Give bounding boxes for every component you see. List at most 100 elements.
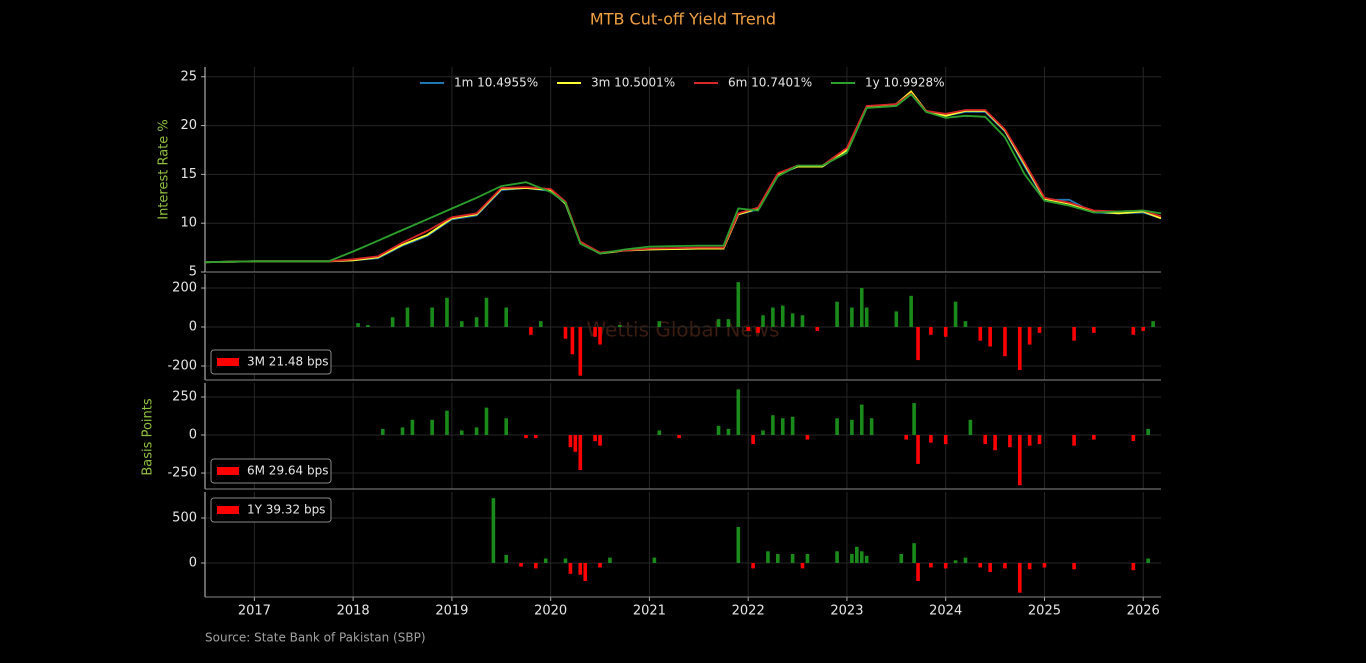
- bar: [459, 430, 464, 436]
- bar: [751, 562, 755, 569]
- bar: [568, 562, 573, 574]
- bar: [855, 546, 859, 563]
- bar: [598, 327, 602, 345]
- legend-swatch: [217, 358, 239, 366]
- legend-label: 3M 21.48 bps: [247, 355, 328, 369]
- bar: [1092, 327, 1096, 333]
- bar: [657, 430, 662, 436]
- bar: [756, 327, 760, 333]
- legend-label: 1m 10.4955%: [454, 76, 538, 90]
- bar: [1141, 327, 1146, 331]
- bar: [916, 327, 920, 361]
- bar: [1017, 562, 1022, 593]
- bar: [780, 418, 785, 436]
- bar: [459, 321, 464, 327]
- bar: [445, 297, 449, 327]
- bar: [1072, 435, 1076, 446]
- x-tick-label: 2021: [633, 604, 666, 619]
- bar: [1092, 435, 1096, 440]
- bar: [736, 282, 741, 327]
- bar: [474, 317, 479, 327]
- y-tick-label: 10: [180, 216, 197, 231]
- y-tick-label: 5: [189, 265, 197, 280]
- legend-box: [210, 458, 332, 484]
- bar: [894, 311, 899, 327]
- bar: [593, 327, 597, 337]
- bar: [1072, 327, 1076, 341]
- bar: [1037, 327, 1042, 333]
- bar: [869, 418, 874, 436]
- bar: [993, 435, 997, 451]
- bar: [657, 321, 662, 327]
- bar: [598, 435, 602, 446]
- y-tick-label: 0: [189, 555, 197, 570]
- bar: [983, 435, 988, 445]
- bar: [1008, 435, 1012, 448]
- bar: [850, 419, 854, 436]
- bar: [978, 562, 983, 568]
- bar: [570, 327, 575, 355]
- y-axis-label: Interest Rate %: [157, 119, 172, 220]
- source: Source: State Bank of Pakistan (SBP): [205, 631, 426, 645]
- legend-swatch: [217, 467, 239, 475]
- bar: [761, 315, 765, 327]
- x-tick-label: 2025: [1028, 604, 1061, 619]
- bar: [405, 307, 410, 327]
- y-tick-label: 20: [180, 118, 197, 133]
- bar: [578, 435, 583, 470]
- series-line: [204, 92, 1162, 264]
- legend-swatch: [217, 506, 239, 514]
- bar: [484, 297, 489, 327]
- bar: [491, 498, 496, 563]
- y-tick-label: 25: [180, 69, 197, 84]
- bar: [543, 558, 548, 563]
- legend-label: 1Y 39.32 bps: [247, 503, 325, 517]
- bar: [1131, 435, 1136, 442]
- bar: [504, 418, 509, 436]
- bar: [751, 435, 755, 445]
- bar: [1131, 327, 1136, 335]
- bar: [864, 555, 869, 563]
- x-tick-label: 2018: [337, 604, 370, 619]
- bar: [953, 301, 958, 327]
- bar: [1003, 562, 1007, 569]
- bar: [766, 551, 770, 563]
- bar: [568, 435, 573, 448]
- bar: [563, 558, 568, 563]
- y-tick-label: 0: [189, 320, 197, 335]
- bar: [578, 327, 583, 376]
- bar: [563, 327, 568, 339]
- x-tick-label: 2019: [435, 604, 468, 619]
- bar: [859, 288, 864, 327]
- bar: [929, 435, 933, 443]
- bar: [850, 553, 854, 563]
- x-tick-label: 2026: [1127, 604, 1160, 619]
- bar: [988, 562, 992, 572]
- bar: [1037, 435, 1042, 445]
- bar: [790, 416, 795, 436]
- bar: [484, 407, 489, 436]
- bar: [746, 327, 750, 331]
- bar: [608, 557, 612, 563]
- bar: [716, 425, 721, 436]
- bar: [943, 562, 948, 569]
- x-tick-label: 2020: [534, 604, 567, 619]
- bar: [800, 315, 805, 327]
- y-tick-label: 0: [189, 428, 197, 443]
- bar: [504, 554, 509, 563]
- legend-label: 6M 29.64 bps: [247, 464, 328, 478]
- bar: [912, 403, 916, 436]
- bar: [978, 327, 983, 341]
- bar: [1027, 562, 1032, 570]
- bar: [912, 543, 916, 563]
- bar: [1151, 321, 1155, 327]
- bar: [1017, 327, 1022, 370]
- bar: [529, 327, 533, 335]
- bar: [578, 562, 583, 575]
- bar: [835, 418, 839, 436]
- bar: [1003, 327, 1007, 357]
- bar: [736, 389, 741, 436]
- y-tick-label: -200: [167, 358, 197, 373]
- chart-title: MTB Cut-off Yield Trend: [590, 10, 776, 29]
